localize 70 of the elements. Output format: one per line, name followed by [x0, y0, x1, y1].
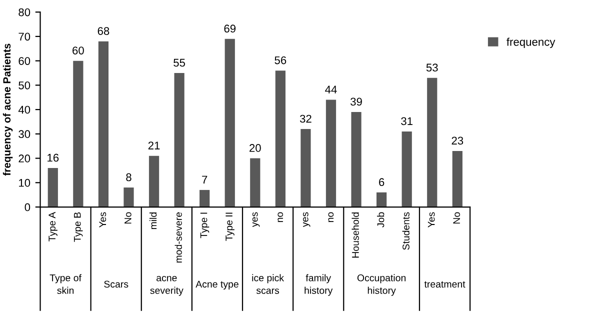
bar — [300, 129, 311, 208]
x-tick-label: Type II — [226, 212, 234, 241]
y-tick-label: 30 — [18, 130, 30, 138]
bar — [148, 156, 160, 208]
data-label: 32 — [300, 114, 312, 123]
bar — [224, 38, 235, 208]
x-tick-label: Type A — [48, 212, 58, 242]
y-tick-label: 70 — [18, 32, 30, 41]
x-tick-label: yes — [303, 212, 310, 227]
data-label: 6 — [379, 178, 384, 186]
data-label: 23 — [452, 136, 464, 145]
data-label: 7 — [202, 176, 208, 184]
x-tick-label: Students — [402, 212, 410, 250]
bar — [98, 41, 109, 208]
bar — [73, 60, 84, 208]
y-tick-label: 80 — [18, 8, 30, 16]
bar — [275, 70, 286, 208]
bar — [174, 73, 184, 208]
x-tick-label: Yes — [99, 212, 106, 228]
data-label: 56 — [274, 56, 286, 64]
text: Occupation history — [357, 274, 406, 296]
x-tick-label: Yes — [428, 212, 435, 228]
bar — [402, 131, 412, 208]
data-label: 69 — [224, 24, 236, 33]
x-tick-label: mild — [149, 212, 157, 230]
y-tick-label: 0 — [24, 203, 30, 212]
legend-label: frequency — [506, 38, 556, 48]
bar — [124, 188, 134, 208]
text: ice pick scars — [252, 274, 284, 294]
x-tick-label: No — [453, 212, 460, 224]
x-tick-label: No — [124, 212, 132, 224]
x-tick-label: Job — [377, 212, 384, 228]
data-label: 68 — [98, 27, 110, 35]
bar — [200, 190, 210, 208]
y-tick-label: 40 — [18, 106, 30, 114]
x-tick-label: Type B — [74, 212, 83, 242]
data-label: 8 — [126, 173, 132, 182]
data-label: 53 — [426, 64, 438, 72]
text: Type of skin — [50, 274, 82, 294]
y-tick-label: 60 — [18, 57, 30, 65]
text: Scars — [104, 280, 128, 288]
x-tick-label: no — [328, 212, 334, 222]
x-tick-label: Type I — [200, 212, 210, 238]
bar — [427, 78, 438, 208]
bar — [376, 192, 387, 208]
y-tick-label: 10 — [19, 178, 30, 187]
data-label: 60 — [72, 46, 84, 54]
bar — [48, 168, 58, 208]
data-label: 39 — [350, 98, 362, 106]
y-tick-label: 50 — [18, 81, 30, 90]
x-tick-label: Household — [352, 212, 359, 258]
data-label: 20 — [250, 144, 261, 152]
text: Acne type — [196, 280, 238, 290]
text: acne severity — [150, 276, 184, 296]
text: treatment — [424, 281, 466, 288]
data-label: 21 — [148, 142, 160, 150]
data-label: 55 — [174, 58, 186, 67]
data-label: 44 — [325, 86, 337, 94]
bar — [250, 158, 260, 208]
y-axis-title: frequency of acne Patients — [2, 44, 13, 176]
text: family history — [304, 274, 333, 296]
bar — [326, 100, 336, 208]
y-tick-label: 20 — [18, 154, 30, 162]
bar — [452, 150, 462, 208]
data-label: 31 — [401, 117, 412, 126]
x-tick-label: mod-severe — [174, 212, 182, 263]
x-tick-label: no — [278, 212, 284, 222]
x-tick-label: yes — [252, 212, 260, 227]
data-label: 16 — [48, 154, 59, 162]
bar — [351, 112, 362, 208]
